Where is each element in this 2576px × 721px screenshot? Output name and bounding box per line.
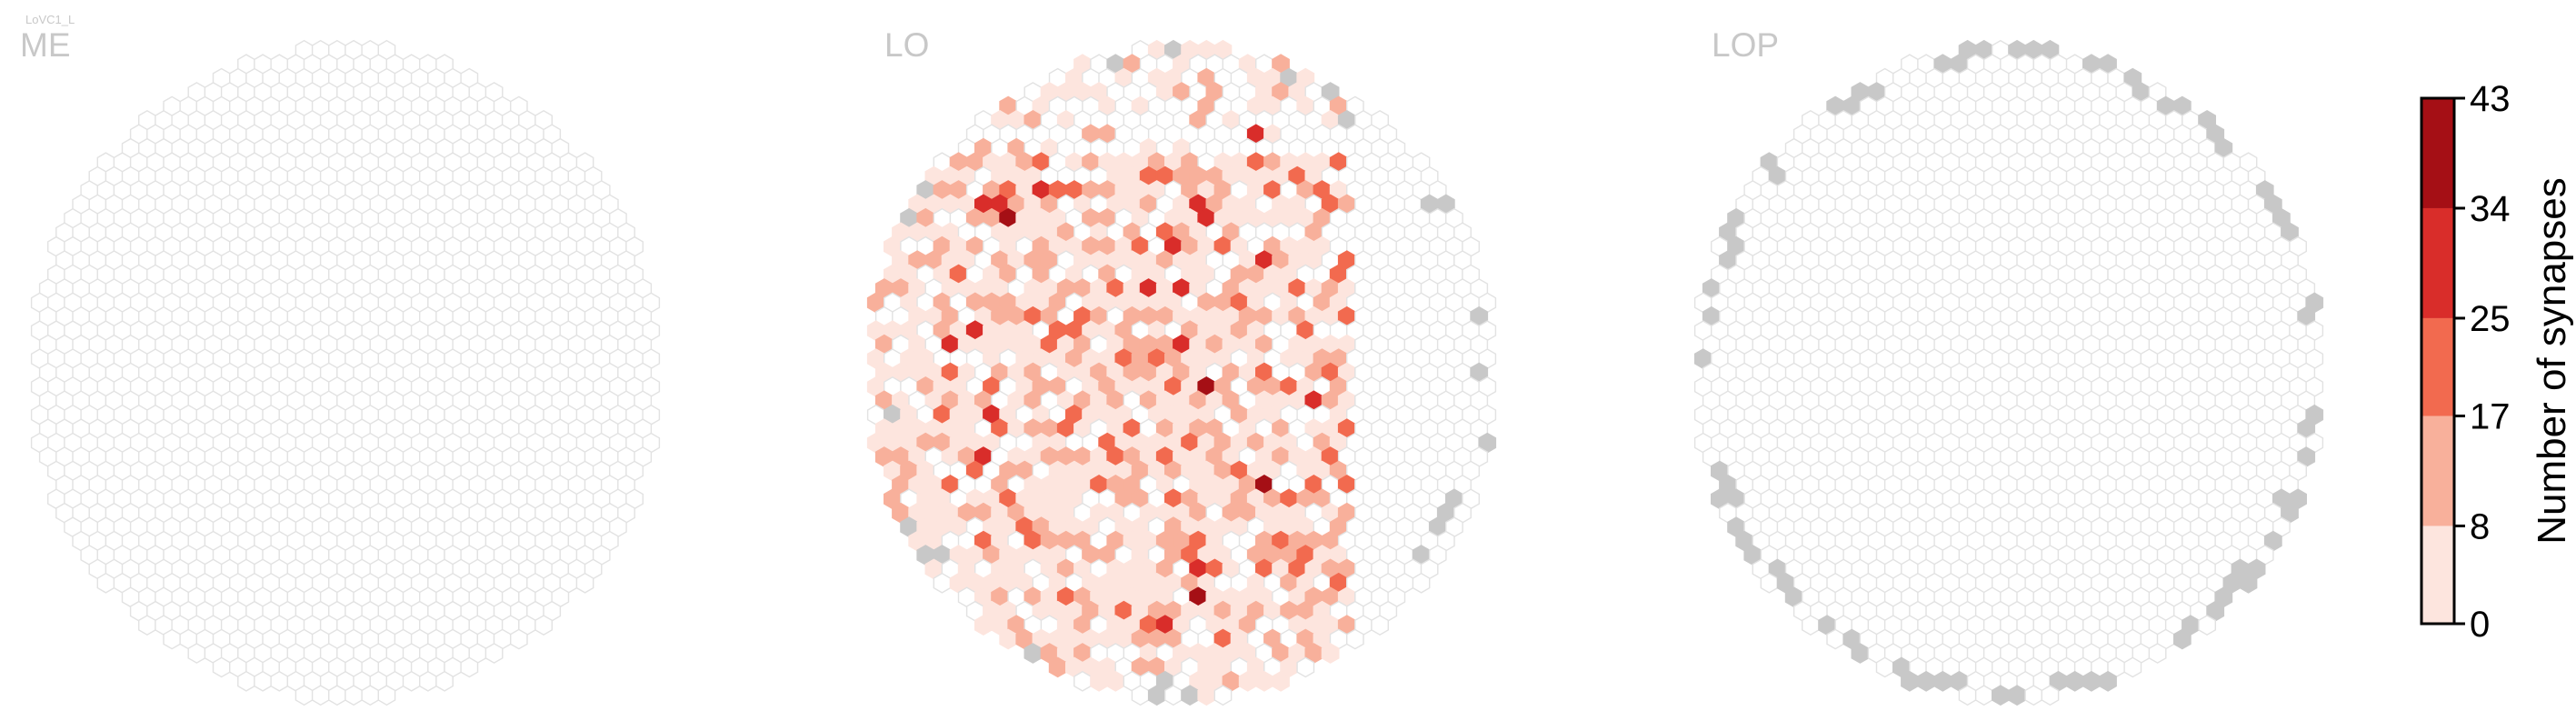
cell-type-label: LoVC1_L: [25, 13, 75, 26]
hex-column: [344, 685, 363, 706]
hex-column: [1023, 643, 1043, 664]
hex-column: [295, 685, 314, 706]
hex-column: [212, 656, 231, 678]
hex-column: [1917, 670, 1935, 692]
hex-column: [1901, 670, 1919, 692]
colorbar-label: Number of synapses: [2530, 177, 2574, 545]
hex-column: [510, 628, 528, 650]
colorbar-tick-label: 0: [2470, 605, 2490, 645]
panel-lop: LOP: [1693, 26, 2324, 706]
panel-title-lop: LOP: [1712, 26, 1779, 64]
hex-grid-me: [30, 39, 661, 706]
hex-column: [460, 656, 479, 678]
hex-column: [534, 615, 553, 636]
hex-column: [1197, 685, 1216, 706]
hex-column: [2082, 670, 2101, 692]
panel-title-me: ME: [20, 26, 71, 64]
hex-column: [1181, 685, 1199, 706]
hex-column: [1875, 656, 1894, 678]
hex-column: [328, 685, 346, 706]
panel-me: ME: [20, 26, 661, 706]
hex-column: [270, 670, 289, 692]
hex-column: [1346, 628, 1364, 650]
hex-grid-lop: [1693, 39, 2324, 706]
hex-column: [237, 670, 255, 692]
colorbar-bin: [2421, 526, 2454, 624]
hex-column: [2099, 670, 2117, 692]
colorbar-frame: [2420, 96, 2456, 626]
hex-column: [1992, 685, 2010, 706]
hex-column: [377, 685, 396, 706]
hex-column: [2123, 656, 2142, 678]
hex-column: [1272, 670, 1290, 692]
hex-column: [2024, 685, 2043, 706]
hex-column: [1255, 670, 1273, 692]
hex-column: [1826, 628, 1844, 650]
hex-column: [2008, 685, 2026, 706]
hex-column: [1073, 670, 1092, 692]
hex-column: [974, 615, 993, 636]
hex-column: [311, 685, 330, 706]
hex-column: [933, 572, 952, 594]
hex-column: [138, 615, 156, 636]
hex-column: [2065, 670, 2084, 692]
colorbar-tick-label: 43: [2470, 79, 2511, 119]
hex-column: [1106, 670, 1125, 692]
colorbar: 0 8 17 25 34 43 Number of synapses: [2420, 79, 2574, 645]
hex-column: [1933, 670, 1952, 692]
hex-column: [96, 572, 115, 594]
hex-column: [1164, 685, 1183, 706]
hex-column: [2239, 572, 2258, 594]
hex-column: [1371, 615, 1389, 636]
hex-column: [1802, 615, 1820, 636]
colorbar-bin: [2421, 416, 2454, 526]
colorbar-tick-label: 8: [2470, 506, 2490, 546]
colorbar-bins: [2421, 98, 2454, 624]
colorbar-bin: [2421, 207, 2454, 318]
hex-column: [2173, 628, 2192, 650]
hex-column: [361, 685, 380, 706]
hex-column: [1238, 670, 1257, 692]
hex-column: [435, 670, 454, 692]
hex-column: [999, 628, 1017, 650]
hex-column: [1321, 643, 1340, 664]
hex-column: [2041, 685, 2060, 706]
hex-column: [1974, 685, 1993, 706]
hex-column: [1296, 656, 1315, 678]
colorbar-ticks: 0 8 17 25 34 43: [2454, 79, 2511, 645]
hex-column: [402, 670, 421, 692]
hex-column: [1412, 572, 1431, 594]
hex-column: [1958, 685, 1977, 706]
hex-column: [254, 670, 272, 692]
hex-column: [484, 643, 504, 664]
hex-column: [419, 670, 437, 692]
hex-column: [1760, 572, 1779, 594]
hex-column: [1131, 685, 1150, 706]
colorbar-bin: [2421, 98, 2454, 208]
hex-column: [1147, 685, 1166, 706]
hex-column: [1213, 685, 1233, 706]
hex-column: [187, 643, 206, 664]
colorbar-tick-label: 34: [2470, 189, 2511, 229]
colorbar-bin: [2421, 317, 2454, 416]
hex-column: [163, 628, 181, 650]
panel-lo: LO: [866, 26, 1497, 706]
colorbar-tick-label: 17: [2470, 396, 2511, 436]
hex-column: [1090, 670, 1108, 692]
hex-column: [575, 572, 594, 594]
hex-grid-lo: [866, 39, 1497, 706]
panel-title-lo: LO: [884, 26, 929, 64]
hex-column: [2148, 643, 2167, 664]
colorbar-tick-label: 25: [2470, 299, 2511, 339]
hex-column: [1851, 643, 1870, 664]
hex-column: [2198, 615, 2216, 636]
hex-column: [1048, 656, 1067, 678]
